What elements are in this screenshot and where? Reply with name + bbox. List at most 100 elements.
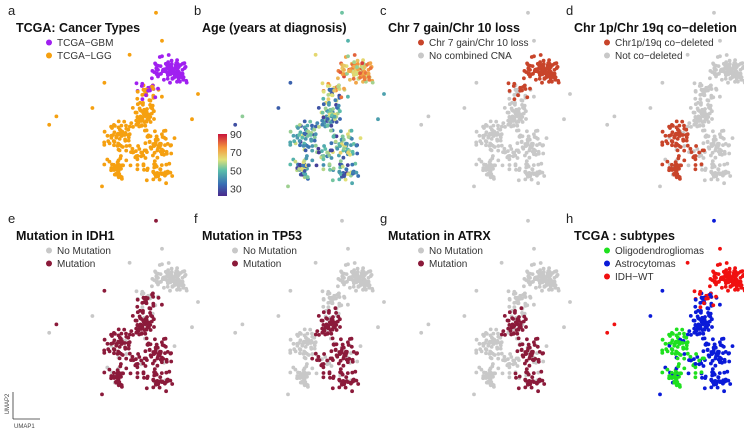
data-point	[491, 123, 496, 128]
data-point	[382, 300, 386, 304]
data-point	[518, 322, 523, 327]
data-point	[112, 123, 116, 127]
data-point	[660, 370, 665, 375]
data-point	[346, 38, 350, 43]
data-point	[670, 331, 674, 335]
data-point	[335, 146, 340, 151]
data-point	[320, 289, 325, 294]
data-point	[176, 75, 180, 80]
data-point	[340, 134, 345, 139]
data-point	[496, 123, 500, 128]
data-point	[168, 288, 172, 293]
data-point	[328, 167, 332, 172]
data-point	[556, 288, 561, 293]
data-point	[724, 261, 729, 265]
data-point	[322, 144, 326, 148]
data-point	[127, 351, 132, 356]
data-point	[710, 367, 715, 371]
data-point	[336, 284, 340, 289]
data-point	[355, 65, 359, 69]
data-point	[720, 69, 724, 73]
data-point	[166, 261, 171, 265]
data-point	[116, 119, 121, 124]
data-point	[164, 149, 169, 154]
data-point	[536, 357, 541, 362]
data-point	[513, 320, 518, 325]
data-point	[673, 352, 678, 356]
data-point	[722, 370, 727, 375]
data-point	[482, 334, 486, 338]
data-point	[327, 310, 331, 315]
data-point	[166, 60, 171, 65]
data-point	[507, 304, 512, 309]
data-point	[526, 342, 531, 347]
data-point	[312, 138, 317, 143]
data-point	[326, 93, 331, 97]
data-point	[334, 342, 339, 347]
data-point	[135, 365, 140, 370]
legend-swatch	[418, 52, 424, 59]
data-point	[336, 103, 341, 108]
data-point	[146, 322, 151, 327]
data-point	[141, 370, 146, 375]
data-point	[506, 357, 510, 361]
data-point	[158, 349, 162, 354]
data-point	[674, 169, 679, 173]
data-point	[129, 121, 134, 125]
data-point	[697, 124, 702, 128]
data-point	[492, 353, 497, 357]
data-point	[474, 351, 479, 355]
data-point	[708, 76, 712, 81]
data-point	[700, 375, 704, 380]
data-point	[337, 153, 341, 158]
data-point	[102, 143, 107, 147]
data-point	[308, 119, 313, 124]
data-point	[355, 58, 360, 63]
data-point	[160, 172, 165, 177]
data-point	[710, 70, 715, 74]
data-point	[532, 262, 536, 267]
data-point	[541, 266, 546, 271]
data-point	[692, 110, 697, 115]
data-point	[488, 169, 493, 173]
data-point	[348, 277, 352, 281]
data-point	[562, 117, 566, 122]
data-point	[113, 167, 118, 171]
data-point	[350, 149, 355, 154]
data-point	[530, 167, 535, 172]
data-point	[739, 282, 743, 287]
data-point	[345, 371, 350, 375]
data-point	[147, 98, 152, 103]
data-point	[321, 304, 326, 309]
data-point	[716, 141, 720, 146]
data-point	[169, 270, 174, 274]
data-point	[122, 327, 127, 332]
data-point	[701, 349, 706, 354]
data-point	[697, 292, 702, 296]
data-point	[111, 139, 116, 143]
data-point	[486, 135, 491, 140]
data-point	[686, 371, 691, 376]
data-point	[699, 102, 703, 107]
data-point	[605, 330, 610, 335]
data-point	[169, 62, 174, 66]
data-point	[156, 271, 161, 276]
data-point	[678, 371, 683, 376]
data-point	[708, 103, 713, 108]
data-point	[734, 273, 739, 277]
data-point	[342, 294, 346, 299]
data-point	[697, 358, 702, 363]
data-point	[329, 128, 333, 133]
data-point	[148, 342, 153, 347]
data-point	[345, 163, 350, 168]
data-point	[120, 145, 125, 149]
data-point	[337, 352, 342, 356]
data-point	[137, 106, 142, 111]
data-point	[540, 280, 545, 285]
data-point	[119, 342, 124, 346]
data-point	[681, 138, 686, 143]
data-point	[320, 118, 325, 123]
data-point	[694, 352, 698, 356]
